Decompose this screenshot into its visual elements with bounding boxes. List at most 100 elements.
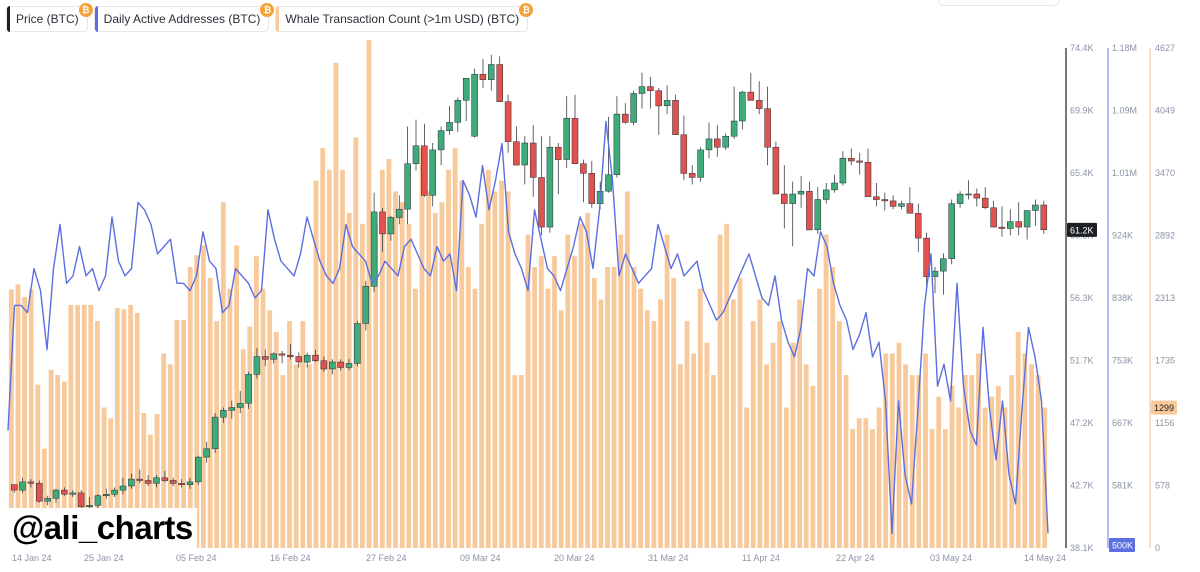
price-candle xyxy=(253,348,261,379)
price-candle xyxy=(228,400,236,419)
price-candle xyxy=(965,180,972,200)
price-candle xyxy=(211,413,219,453)
whale-bar xyxy=(386,159,392,548)
whale-bar xyxy=(379,169,385,549)
whale-bar xyxy=(883,353,889,548)
price-candle xyxy=(161,470,169,482)
whale-bar xyxy=(48,369,54,548)
whale-bar xyxy=(671,277,677,548)
whale-bar xyxy=(704,342,710,548)
addresses-swatch xyxy=(94,6,98,32)
whale-bars xyxy=(8,40,1048,549)
price-candle xyxy=(36,480,43,503)
candle-body xyxy=(287,354,294,357)
price-candle xyxy=(412,119,420,171)
candle-body xyxy=(856,160,863,163)
whale-bar xyxy=(664,234,670,548)
price-candle xyxy=(755,81,763,115)
candle-body xyxy=(546,146,554,228)
whale-bar xyxy=(830,267,836,548)
whale-bar xyxy=(287,321,292,548)
price-candle xyxy=(262,349,269,367)
addresses-tick-label: 753K xyxy=(1112,356,1133,366)
candle-body xyxy=(320,360,328,370)
legend-daily-active-addresses[interactable]: Daily Active Addresses (BTC) ₿ xyxy=(93,3,275,32)
price-candle xyxy=(546,136,554,233)
whale-bar xyxy=(8,289,14,548)
price-candle xyxy=(329,359,336,375)
price-candle xyxy=(697,147,704,182)
whale-bar xyxy=(519,375,524,548)
candle-body xyxy=(119,485,127,491)
whale-bar xyxy=(982,407,988,548)
price-candle xyxy=(998,206,1006,237)
legend-price[interactable]: Price (BTC) ₿ xyxy=(6,3,93,32)
whale-bar xyxy=(638,288,643,548)
candle-body xyxy=(864,162,872,197)
candle-body xyxy=(638,86,646,94)
candle-body xyxy=(1015,221,1022,228)
price-candle xyxy=(864,148,872,197)
candle-body xyxy=(220,410,227,418)
candle-body xyxy=(772,146,780,195)
whale-bar xyxy=(1015,331,1021,548)
whale-bar xyxy=(870,429,875,548)
price-candle xyxy=(387,216,395,241)
whale-bar xyxy=(618,234,624,548)
price-candle xyxy=(881,192,889,211)
whale-bar xyxy=(61,381,67,548)
candle-body xyxy=(529,142,537,178)
price-candle xyxy=(1023,210,1031,240)
candle-body xyxy=(354,323,361,364)
whale-bar xyxy=(148,434,153,548)
whale-bar xyxy=(558,310,564,548)
candle-body xyxy=(797,191,805,195)
candle-body xyxy=(580,163,587,174)
price-tick-label: 69.9K xyxy=(1070,106,1094,116)
price-candle xyxy=(103,488,110,499)
whale-bar xyxy=(942,429,948,548)
whale-bar xyxy=(141,412,147,548)
whale-bar xyxy=(399,202,405,548)
whale-bar xyxy=(55,375,61,548)
whale-bar xyxy=(989,396,995,548)
candle-body xyxy=(10,484,18,491)
price-candle xyxy=(119,477,127,495)
whale-bar xyxy=(770,342,776,548)
price-candle xyxy=(588,160,596,208)
whale-bar xyxy=(479,223,484,549)
price-candle xyxy=(203,441,210,463)
candle-body xyxy=(379,211,386,235)
price-candle xyxy=(839,151,847,186)
x-tick-label: 20 Mar 24 xyxy=(554,553,595,563)
whale-bar xyxy=(962,375,968,548)
addresses-current-tag-box xyxy=(1109,538,1135,552)
candle-body xyxy=(747,91,755,101)
legend-whale-transaction-count[interactable]: Whale Transaction Count (>1m USD) (BTC) … xyxy=(275,3,534,32)
whale-bar xyxy=(22,297,27,548)
x-tick-label: 03 May 24 xyxy=(930,553,972,563)
whale-swatch xyxy=(276,6,280,32)
candle-body xyxy=(245,374,252,404)
price-candle xyxy=(906,187,914,214)
whale-bar xyxy=(492,191,498,548)
price-swatch xyxy=(7,6,10,32)
x-tick-label: 27 Feb 24 xyxy=(366,553,407,563)
candle-body xyxy=(1040,204,1048,231)
whale-bar xyxy=(260,288,266,548)
candle-body xyxy=(203,448,210,458)
price-candle xyxy=(128,473,135,489)
price-candle xyxy=(722,133,729,150)
whale-bar xyxy=(956,407,961,548)
whale-bar xyxy=(459,180,465,548)
candle-body xyxy=(153,477,160,484)
candle-body xyxy=(295,356,303,363)
whale-bar xyxy=(863,418,869,548)
candle-body xyxy=(538,177,545,228)
candle-body xyxy=(412,145,420,164)
candle-body xyxy=(36,483,43,502)
price-candle xyxy=(898,200,905,210)
price-candle xyxy=(370,192,378,292)
whale-bar xyxy=(1002,407,1008,548)
